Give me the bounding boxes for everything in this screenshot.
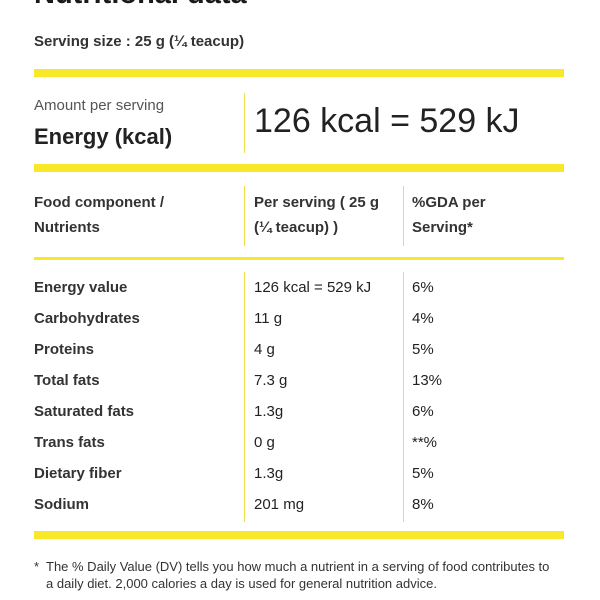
nutrient-name: Trans fats xyxy=(34,434,105,451)
table-row: Energy value 126 kcal = 529 kJ 6% xyxy=(0,272,600,303)
nutrient-per-serving: 7.3 g xyxy=(254,372,288,389)
table-row: Trans fats 0 g **% xyxy=(0,427,600,458)
nutrient-per-serving: 4 g xyxy=(254,341,275,358)
nutrient-name: Saturated fats xyxy=(34,403,135,420)
table-row: Total fats 7.3 g 13% xyxy=(0,365,600,396)
nutrient-gda: 4% xyxy=(412,310,434,327)
nutrient-gda: 8% xyxy=(412,496,434,513)
column-divider xyxy=(403,272,404,522)
header-per-serving-line1: Per serving ( 25 g xyxy=(254,194,380,211)
footnote: * The % Daily Value (DV) tells you how m… xyxy=(34,558,554,592)
column-divider xyxy=(244,93,245,153)
nutrient-gda: 13% xyxy=(412,372,443,389)
nutrient-per-serving: 1.3g xyxy=(254,403,284,420)
divider-header xyxy=(34,257,564,260)
column-divider xyxy=(244,186,245,246)
nutrient-per-serving: 0 g xyxy=(254,434,275,451)
column-divider xyxy=(244,272,245,522)
nutrient-name: Carbohydrates xyxy=(34,310,140,327)
nutrient-gda: **% xyxy=(412,434,438,451)
divider-thick xyxy=(34,164,564,172)
divider-thick xyxy=(34,69,564,77)
nutrient-name: Proteins xyxy=(34,341,95,358)
nutrient-gda: 5% xyxy=(412,465,434,482)
footnote-marker: * xyxy=(34,559,40,574)
header-food-component-line1: Food component / xyxy=(34,194,164,211)
header-gda: %GDA per Serving* xyxy=(412,190,486,240)
table-row: Proteins 4 g 5% xyxy=(0,334,600,365)
nutrient-name: Energy value xyxy=(34,279,128,296)
nutrient-gda: 5% xyxy=(412,341,434,358)
footnote-text: The % Daily Value (DV) tells you how muc… xyxy=(46,559,550,591)
nutrient-name: Total fats xyxy=(34,372,100,389)
nutrient-gda: 6% xyxy=(412,403,434,420)
table-row: Carbohydrates 11 g 4% xyxy=(0,303,600,334)
nutrient-per-serving: 126 kcal = 529 kJ xyxy=(254,279,372,296)
header-gda-line2: Serving* xyxy=(412,219,473,236)
table-row: Saturated fats 1.3g 6% xyxy=(0,396,600,427)
divider-thick xyxy=(34,531,564,539)
page-title: Nutritional data xyxy=(34,0,247,11)
header-food-component: Food component / Nutrients xyxy=(34,190,164,240)
energy-value: 126 kcal = 529 kJ xyxy=(254,102,520,140)
header-food-component-line2: Nutrients xyxy=(34,219,100,236)
nutrient-per-serving: 1.3g xyxy=(254,465,284,482)
header-gda-line1: %GDA per xyxy=(412,194,486,211)
table-row: Sodium 201 mg 8% xyxy=(0,489,600,520)
table-row: Dietary fiber 1.3g 5% xyxy=(0,458,600,489)
nutrient-name: Dietary fiber xyxy=(34,465,122,482)
nutrient-name: Sodium xyxy=(34,496,89,513)
amount-per-serving-label: Amount per serving xyxy=(34,97,165,114)
nutrient-gda: 6% xyxy=(412,279,434,296)
energy-label: Energy (kcal) xyxy=(34,124,173,149)
header-per-serving-line2: (¼ teacup) ) xyxy=(254,219,339,236)
nutrient-per-serving: 201 mg xyxy=(254,496,305,513)
column-divider xyxy=(403,186,404,246)
nutrient-per-serving: 11 g xyxy=(254,310,283,327)
serving-size: Serving size : 25 g (¼ teacup) xyxy=(34,33,245,50)
header-per-serving: Per serving ( 25 g (¼ teacup) ) xyxy=(254,190,379,240)
